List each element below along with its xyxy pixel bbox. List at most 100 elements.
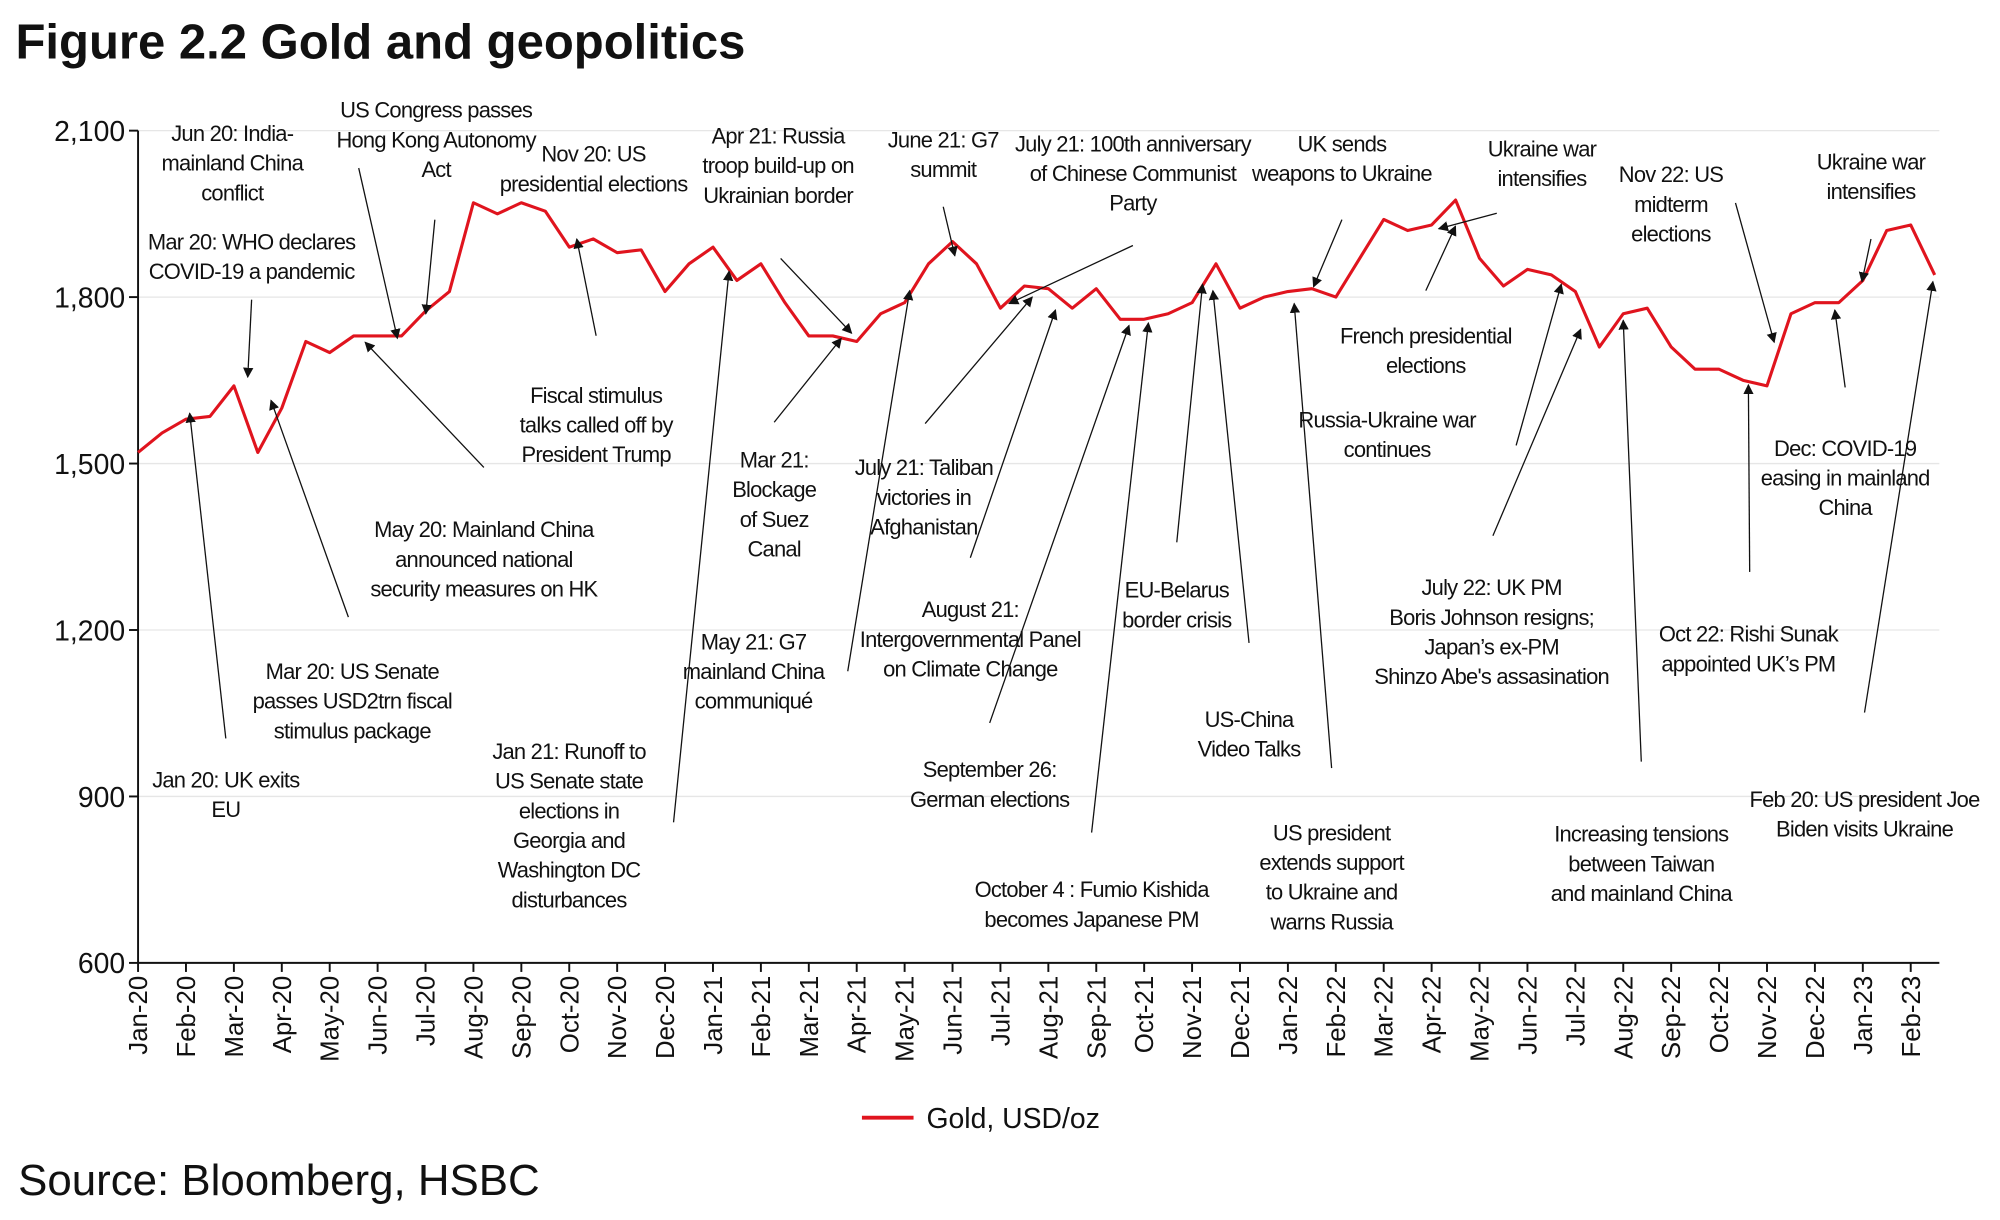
annotation-text: China	[1818, 495, 1873, 520]
annotation-text: border crisis	[1122, 607, 1232, 632]
annotation: June 21: G7 summit	[888, 127, 1000, 257]
annotation-arrow	[1008, 244, 1134, 305]
x-tick-label: May-21	[892, 976, 920, 1062]
annotation-text: President Trump	[522, 442, 672, 467]
annotation-arrow	[421, 219, 436, 315]
annotation: Fiscal stimulus talks called off by Presid…	[520, 238, 674, 467]
x-tick-label: Aug-20	[460, 976, 488, 1059]
annotation-text: easing in mainland	[1761, 465, 1930, 490]
annotation-text: August 21:	[922, 597, 1019, 622]
annotation: Dec: COVID-19 easing in mainland China	[1761, 308, 1930, 520]
annotation-arrow	[1289, 302, 1333, 769]
annotation-text: July 21: Taliban	[855, 455, 993, 480]
annotation-arrow	[847, 289, 914, 672]
annotation-text: continues	[1344, 437, 1432, 462]
annotation: Oct 22: Rishi Sunak appointed UK’s PM	[1659, 383, 1839, 676]
x-tick-label: Apr-22	[1419, 976, 1447, 1053]
annotation-text: becomes Japanese PM	[984, 907, 1198, 932]
annotation-text: elections	[1386, 353, 1466, 378]
legend-label: Gold, USD/oz	[926, 1103, 1099, 1135]
annotation-arrow	[1176, 283, 1207, 543]
annotation-text: Biden visits Ukraine	[1776, 816, 1954, 841]
annotation-arrow	[1312, 219, 1343, 288]
annotation-text: French presidential	[1340, 324, 1512, 349]
annotation-text: US president	[1273, 820, 1391, 845]
annotation-text: October 4 : Fumio Kishida	[975, 877, 1211, 902]
annotation: May 20: Mainland China announced national…	[364, 341, 599, 601]
x-tick-label: Mar-22	[1371, 976, 1399, 1058]
x-tick-label: Nov-22	[1754, 976, 1782, 1059]
y-tick-label: 600	[78, 948, 125, 980]
x-tick-label: Dec-22	[1802, 976, 1830, 1059]
annotation-arrow	[364, 341, 485, 468]
annotation-text: Apr 21: Russia	[712, 124, 847, 149]
annotation: Jan 20: UK exits EU	[152, 412, 301, 822]
annotation: Mar 20: WHO declares COVID-19 a pandemic	[148, 229, 357, 379]
annotation-text: appointed UK’s PM	[1661, 651, 1835, 676]
annotation: July 21: 100th anniversary of Chinese Com…	[1008, 131, 1252, 305]
annotation-text: Oct 22: Rishi Sunak	[1659, 622, 1839, 647]
annotation-text: summit	[910, 157, 977, 182]
x-tick-label: Dec-21	[1227, 976, 1255, 1059]
x-tick-label: Apr-21	[844, 976, 872, 1053]
annotation-text: Party	[1109, 191, 1157, 216]
annotation-arrow	[185, 412, 227, 739]
x-tick-label: Nov-20	[604, 976, 632, 1059]
annotation-arrow	[1515, 283, 1564, 446]
x-tick-label: Jun-22	[1514, 976, 1542, 1055]
annotation-text: May 20: Mainland China	[374, 517, 595, 542]
annotation-text: June 21: G7	[888, 127, 1000, 152]
annotation-text: Boris Johnson resigns;	[1389, 605, 1594, 630]
annotation-text: Nov 22: US	[1619, 162, 1724, 187]
annotation: Increasing tensions between Taiwan and mai…	[1551, 319, 1734, 906]
annotation: Mar 20: US Senate passes USD2trn fiscal st…	[253, 399, 453, 743]
x-tick-label: Jan-21	[700, 976, 728, 1055]
annotation-text: stimulus package	[274, 718, 432, 743]
annotation-text: extends support	[1259, 850, 1404, 875]
annotation-text: Dec: COVID-19	[1774, 436, 1917, 461]
annotation-text: Jun 20: India-	[171, 121, 293, 146]
annotation-text: disturbances	[512, 887, 628, 912]
x-tick-label: Jul-20	[413, 976, 441, 1046]
annotation-text: Japan’s ex-PM	[1424, 635, 1559, 660]
annotation-text: EU	[211, 797, 240, 822]
annotation-arrow	[1734, 202, 1777, 344]
annotation: EU-Belarus border crisis	[1122, 283, 1233, 632]
annotation-text: security measures on HK	[370, 576, 598, 601]
annotation-text: EU-Belarus	[1125, 578, 1230, 603]
annotation-text: Fiscal stimulus	[530, 383, 663, 408]
annotation-text: Video Talks	[1198, 736, 1302, 761]
annotation-arrow	[1208, 289, 1250, 643]
annotation-text: Intergovernmental Panel	[860, 627, 1081, 652]
annotation-text: on Climate Change	[883, 656, 1058, 681]
x-tick-label: Feb-21	[748, 976, 776, 1058]
x-tick-label: Mar-20	[221, 976, 249, 1058]
annotation-text: mainland China	[162, 151, 305, 176]
annotation-text: presidential elections	[500, 171, 689, 196]
annotation-text: US Congress passes	[340, 98, 533, 123]
annotation-arrow	[1830, 308, 1846, 388]
annotation-arrow	[989, 324, 1131, 724]
annotation-text: Mar 20: WHO declares	[148, 229, 356, 254]
annotation-text: Ukrainian border	[703, 183, 853, 208]
annotation-arrow	[1863, 280, 1937, 713]
annotation-text: Afghanistan	[870, 515, 977, 540]
annotation-arrow	[1618, 319, 1642, 762]
annotation: US president extends support to Ukraine an…	[1259, 302, 1405, 934]
chart-title: Figure 2.2 Gold and geopolitics	[15, 15, 745, 69]
annotation-arrow	[969, 309, 1058, 558]
annotation: Mar 21: Blockage of Suez Canal	[732, 337, 842, 561]
annotation-text: elections in	[519, 798, 619, 823]
annotation-arrow	[269, 399, 349, 618]
annotation-text: Act	[421, 157, 451, 182]
x-tick-label: Feb-23	[1898, 976, 1926, 1058]
x-tick-label: Mar-21	[796, 976, 824, 1058]
x-tick-label: Jun-20	[365, 976, 393, 1055]
annotation: French presidential elections	[1340, 225, 1512, 378]
annotation-arrow	[773, 337, 842, 423]
annotation: July 21: Taliban victories in Afghanistan	[855, 296, 1033, 540]
annotation: May 21: G7 mainland China communiqué	[683, 289, 914, 714]
annotation-text: Georgia and	[513, 828, 625, 853]
